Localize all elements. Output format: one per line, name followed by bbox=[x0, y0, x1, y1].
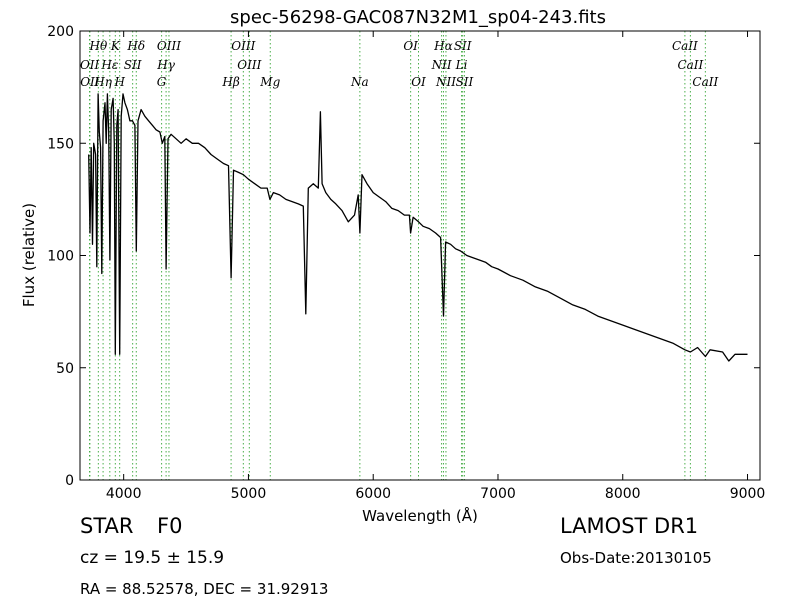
line-label-27: CaII bbox=[692, 75, 718, 89]
line-label-11: SII bbox=[124, 58, 142, 72]
line-label-5: OI bbox=[403, 39, 418, 53]
line-label-6: Hα bbox=[433, 39, 453, 53]
line-label-18: Hη bbox=[93, 75, 112, 89]
x-tick-label-4: 8000 bbox=[605, 486, 641, 502]
line-label-12: Hγ bbox=[156, 58, 175, 72]
line-label-15: Li bbox=[455, 58, 468, 72]
subclass-label: F0 bbox=[157, 514, 183, 538]
y-tick-label-1: 50 bbox=[56, 361, 74, 377]
line-label-10: Hε bbox=[100, 58, 118, 72]
x-tick-label-1: 5000 bbox=[231, 486, 267, 502]
line-label-17: OII bbox=[80, 75, 100, 89]
object-class-label: STAR bbox=[80, 514, 134, 538]
chart-title: spec-56298-GAC087N32M1_sp04-243.fits bbox=[230, 7, 606, 28]
line-label-0: Hθ bbox=[88, 39, 107, 53]
x-tick-label-3: 7000 bbox=[480, 486, 516, 502]
redshift-label: cz = 19.5 ± 15.9 bbox=[80, 548, 225, 568]
y-tick-label-4: 200 bbox=[47, 24, 74, 40]
line-label-20: G bbox=[157, 75, 167, 89]
y-tick-label-2: 100 bbox=[47, 249, 74, 265]
line-label-23: Na bbox=[350, 75, 369, 89]
x-tick-label-5: 9000 bbox=[730, 486, 766, 502]
coords-label: RA = 88.52578, DEC = 31.92913 bbox=[80, 580, 329, 598]
line-label-9: OII bbox=[80, 58, 100, 72]
obs-date-label: Obs-Date:20130105 bbox=[560, 549, 712, 567]
axes-frame bbox=[79, 30, 761, 481]
line-label-14: NII bbox=[431, 58, 452, 72]
line-label-22: Mg bbox=[259, 75, 280, 89]
survey-label: LAMOST DR1 bbox=[560, 514, 699, 538]
y-tick-label-0: 0 bbox=[65, 473, 74, 489]
line-label-16: CaII bbox=[677, 58, 703, 72]
line-label-19: H bbox=[113, 75, 125, 89]
line-label-1: K bbox=[110, 39, 121, 53]
y-axis-label: Flux (relative) bbox=[20, 203, 38, 307]
line-label-21: Hβ bbox=[221, 75, 239, 89]
line-label-8: CaII bbox=[672, 39, 698, 53]
line-label-3: OIII bbox=[157, 39, 181, 53]
line-label-7: SII bbox=[454, 39, 472, 53]
line-label-25: NII bbox=[435, 75, 456, 89]
line-label-13: OIII bbox=[237, 58, 261, 72]
y-tick-label-3: 150 bbox=[47, 136, 74, 152]
x-axis-label: Wavelength (Å) bbox=[362, 506, 478, 525]
line-label-4: OIII bbox=[231, 39, 255, 53]
x-tick-label-2: 6000 bbox=[355, 486, 391, 502]
line-label-2: Hδ bbox=[126, 39, 145, 53]
line-label-24: OI bbox=[411, 75, 426, 89]
line-label-26: SII bbox=[456, 75, 474, 89]
spectrum-line bbox=[88, 93, 748, 362]
x-tick-label-0: 4000 bbox=[106, 486, 142, 502]
